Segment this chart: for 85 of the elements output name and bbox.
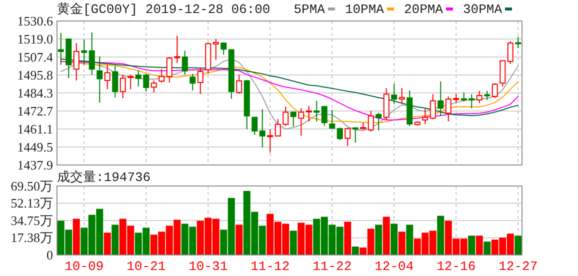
candlestick — [252, 116, 258, 136]
x-tick-label: 10-09 — [64, 259, 104, 274]
chart-title: 成交量:194736 — [57, 169, 151, 185]
y-tick-label: 69.50万 — [10, 178, 53, 194]
y-tick-label: 1530.6 — [17, 14, 54, 28]
x-tick-label: 12-27 — [498, 259, 538, 274]
y-tick-label: 1484.3 — [17, 85, 53, 100]
candlestick — [298, 108, 304, 136]
legend-label: 30PMA — [462, 2, 502, 17]
bar — [437, 216, 444, 256]
y-tick-label: 1472.7 — [17, 103, 54, 118]
candlestick — [438, 80, 444, 116]
candlestick — [104, 64, 110, 90]
candlestick — [306, 105, 312, 122]
candlestick — [368, 110, 374, 132]
candlestick — [391, 83, 398, 104]
candlestick — [190, 73, 196, 91]
candlestick — [259, 108, 266, 148]
legend-label: 10PMA — [344, 2, 384, 17]
bar — [104, 232, 111, 256]
bar — [72, 218, 80, 256]
candlestick — [344, 127, 351, 146]
candlestick — [492, 82, 498, 99]
candlestick — [484, 90, 490, 100]
bar — [352, 246, 359, 256]
legend-label: 20PMA — [404, 2, 444, 17]
candlestick — [112, 65, 118, 98]
candlestick — [515, 36, 522, 49]
candlestick — [422, 108, 428, 124]
bar — [468, 236, 476, 256]
y-tick-label: 52.13万 — [10, 196, 53, 211]
legend-label: 5PMA — [294, 2, 326, 17]
bar — [514, 236, 522, 256]
candlestick — [158, 68, 165, 84]
bar — [476, 236, 483, 256]
y-tick-label: 1437.9 — [17, 158, 53, 172]
bar — [112, 224, 119, 256]
candlestick — [197, 68, 204, 95]
y-tick-label: 1507.4 — [17, 50, 54, 65]
candlestick — [96, 56, 103, 104]
candlestick — [321, 105, 328, 126]
y-tick-label: 1519.0 — [17, 32, 53, 47]
bar — [344, 222, 352, 256]
candlestick — [81, 39, 88, 66]
candlestick — [212, 38, 219, 60]
candlestick — [336, 127, 343, 140]
y-tick-label: 1495.8 — [17, 68, 53, 83]
candlestick — [236, 74, 242, 94]
y-tick-label: 34.75万 — [10, 213, 53, 228]
candlestick — [220, 42, 227, 56]
candlestick — [500, 60, 506, 88]
candlestick — [150, 80, 157, 93]
x-tick-label: 12-04 — [374, 259, 414, 274]
x-tick-label: 10-21 — [126, 259, 166, 274]
chart-title: 黄金[GC00Y] 2019-12-28 06:00 — [57, 2, 270, 17]
candlestick — [507, 40, 514, 65]
bar — [398, 232, 406, 256]
candlestick — [476, 90, 482, 104]
candlestick — [88, 32, 95, 76]
candlestick — [290, 112, 296, 128]
candlestick — [398, 88, 405, 104]
y-tick-label: 1461.1 — [17, 121, 53, 136]
candlestick — [73, 42, 80, 81]
bar — [375, 224, 382, 256]
candlestick — [267, 128, 274, 154]
x-tick-label: 11-22 — [312, 259, 352, 274]
y-tick-label: 0 — [46, 248, 53, 262]
y-tick-label: 1449.5 — [17, 139, 53, 154]
candlestick — [383, 88, 390, 120]
candlestick — [376, 112, 382, 131]
bar — [390, 224, 398, 256]
x-tick-label: 11-12 — [250, 259, 290, 274]
bar — [290, 230, 297, 256]
x-tick-label: 10-31 — [188, 259, 228, 274]
bar — [484, 242, 491, 256]
bar — [382, 216, 390, 256]
bar — [406, 224, 414, 256]
candlestick — [314, 100, 320, 122]
x-tick-label: 12-16 — [436, 259, 476, 274]
bar — [236, 224, 243, 256]
candlestick — [430, 94, 436, 120]
candlestick — [352, 127, 358, 144]
candlestick — [329, 109, 336, 129]
y-tick-label: 17.38万 — [10, 230, 53, 246]
candlestick — [182, 50, 188, 76]
